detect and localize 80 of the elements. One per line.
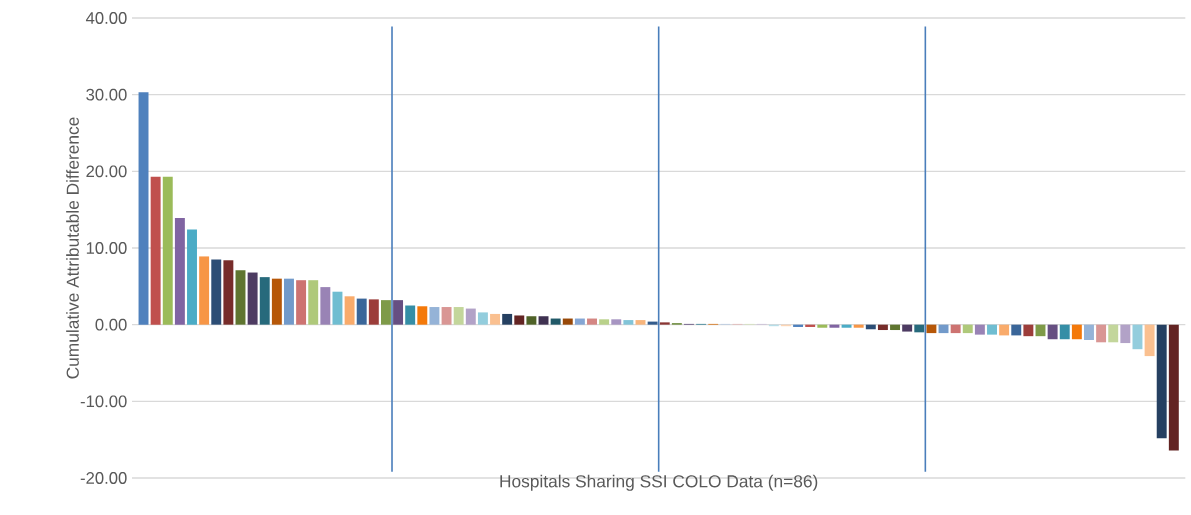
y-tick-label: 40.00 <box>85 12 127 24</box>
bar <box>1144 324 1155 357</box>
bar <box>235 270 246 325</box>
bar <box>465 308 476 325</box>
y-tick-label: -10.00 <box>80 395 127 408</box>
bar <box>320 287 331 325</box>
bar <box>1108 324 1119 343</box>
bar <box>538 316 549 325</box>
bar <box>1023 324 1034 337</box>
bar <box>429 307 440 325</box>
bar <box>599 319 610 325</box>
bar <box>332 291 343 325</box>
bar <box>514 315 525 325</box>
bar <box>1084 324 1094 340</box>
bar <box>138 92 149 325</box>
bar <box>829 324 840 328</box>
bar <box>162 176 173 325</box>
bar <box>441 307 452 325</box>
bar <box>368 299 379 325</box>
bar <box>962 324 973 334</box>
bar <box>223 260 234 325</box>
bar <box>199 256 210 325</box>
bar <box>1168 324 1179 451</box>
bar <box>1071 324 1082 340</box>
bar <box>853 324 864 328</box>
y-tick-label: 0.00 <box>95 318 127 331</box>
bar <box>926 324 937 334</box>
bar <box>187 229 197 325</box>
bar <box>902 324 913 332</box>
bar <box>405 305 416 325</box>
bar <box>635 320 646 325</box>
bar <box>247 272 258 325</box>
bar <box>417 306 428 325</box>
bar <box>914 324 925 333</box>
bar <box>380 300 391 325</box>
bar <box>623 320 634 325</box>
bar <box>1096 324 1107 343</box>
bar <box>1156 324 1167 439</box>
bar <box>490 313 501 325</box>
bar <box>1120 324 1131 344</box>
bar <box>574 318 585 325</box>
bar <box>477 312 488 325</box>
bar <box>150 176 161 325</box>
y-axis-title: Cumulative Attributable Difference <box>66 117 79 379</box>
bar <box>562 318 573 325</box>
bar <box>587 318 597 325</box>
bar <box>659 322 670 325</box>
bar <box>987 324 997 335</box>
bar <box>647 321 658 325</box>
bar <box>950 324 961 334</box>
bar <box>174 218 185 325</box>
bar <box>1132 324 1143 350</box>
bar <box>550 318 561 325</box>
x-axis-title: Hospitals Sharing SSI COLO Data (n=86) <box>500 474 818 491</box>
bar <box>453 307 464 325</box>
bar <box>271 278 282 325</box>
bar <box>356 298 367 325</box>
bar <box>1011 324 1022 336</box>
bar <box>890 324 901 331</box>
bar <box>974 324 985 335</box>
bar <box>308 280 319 325</box>
bar <box>999 324 1010 336</box>
bar <box>877 324 888 331</box>
bar <box>284 278 294 325</box>
y-tick-label: 20.00 <box>86 165 127 178</box>
bar <box>817 324 828 328</box>
bar <box>841 324 852 328</box>
bar <box>393 300 404 325</box>
y-tick-label: -20.00 <box>80 472 127 484</box>
bar <box>211 259 222 325</box>
bar <box>1047 324 1058 340</box>
bar <box>526 316 537 325</box>
y-tick-label: 10.00 <box>86 242 127 254</box>
bar <box>502 313 513 325</box>
bar <box>344 296 355 325</box>
bar <box>259 277 270 325</box>
bar <box>296 280 307 325</box>
bar <box>1059 324 1070 340</box>
y-tick-label: 30.00 <box>86 88 127 101</box>
bar <box>611 319 622 325</box>
